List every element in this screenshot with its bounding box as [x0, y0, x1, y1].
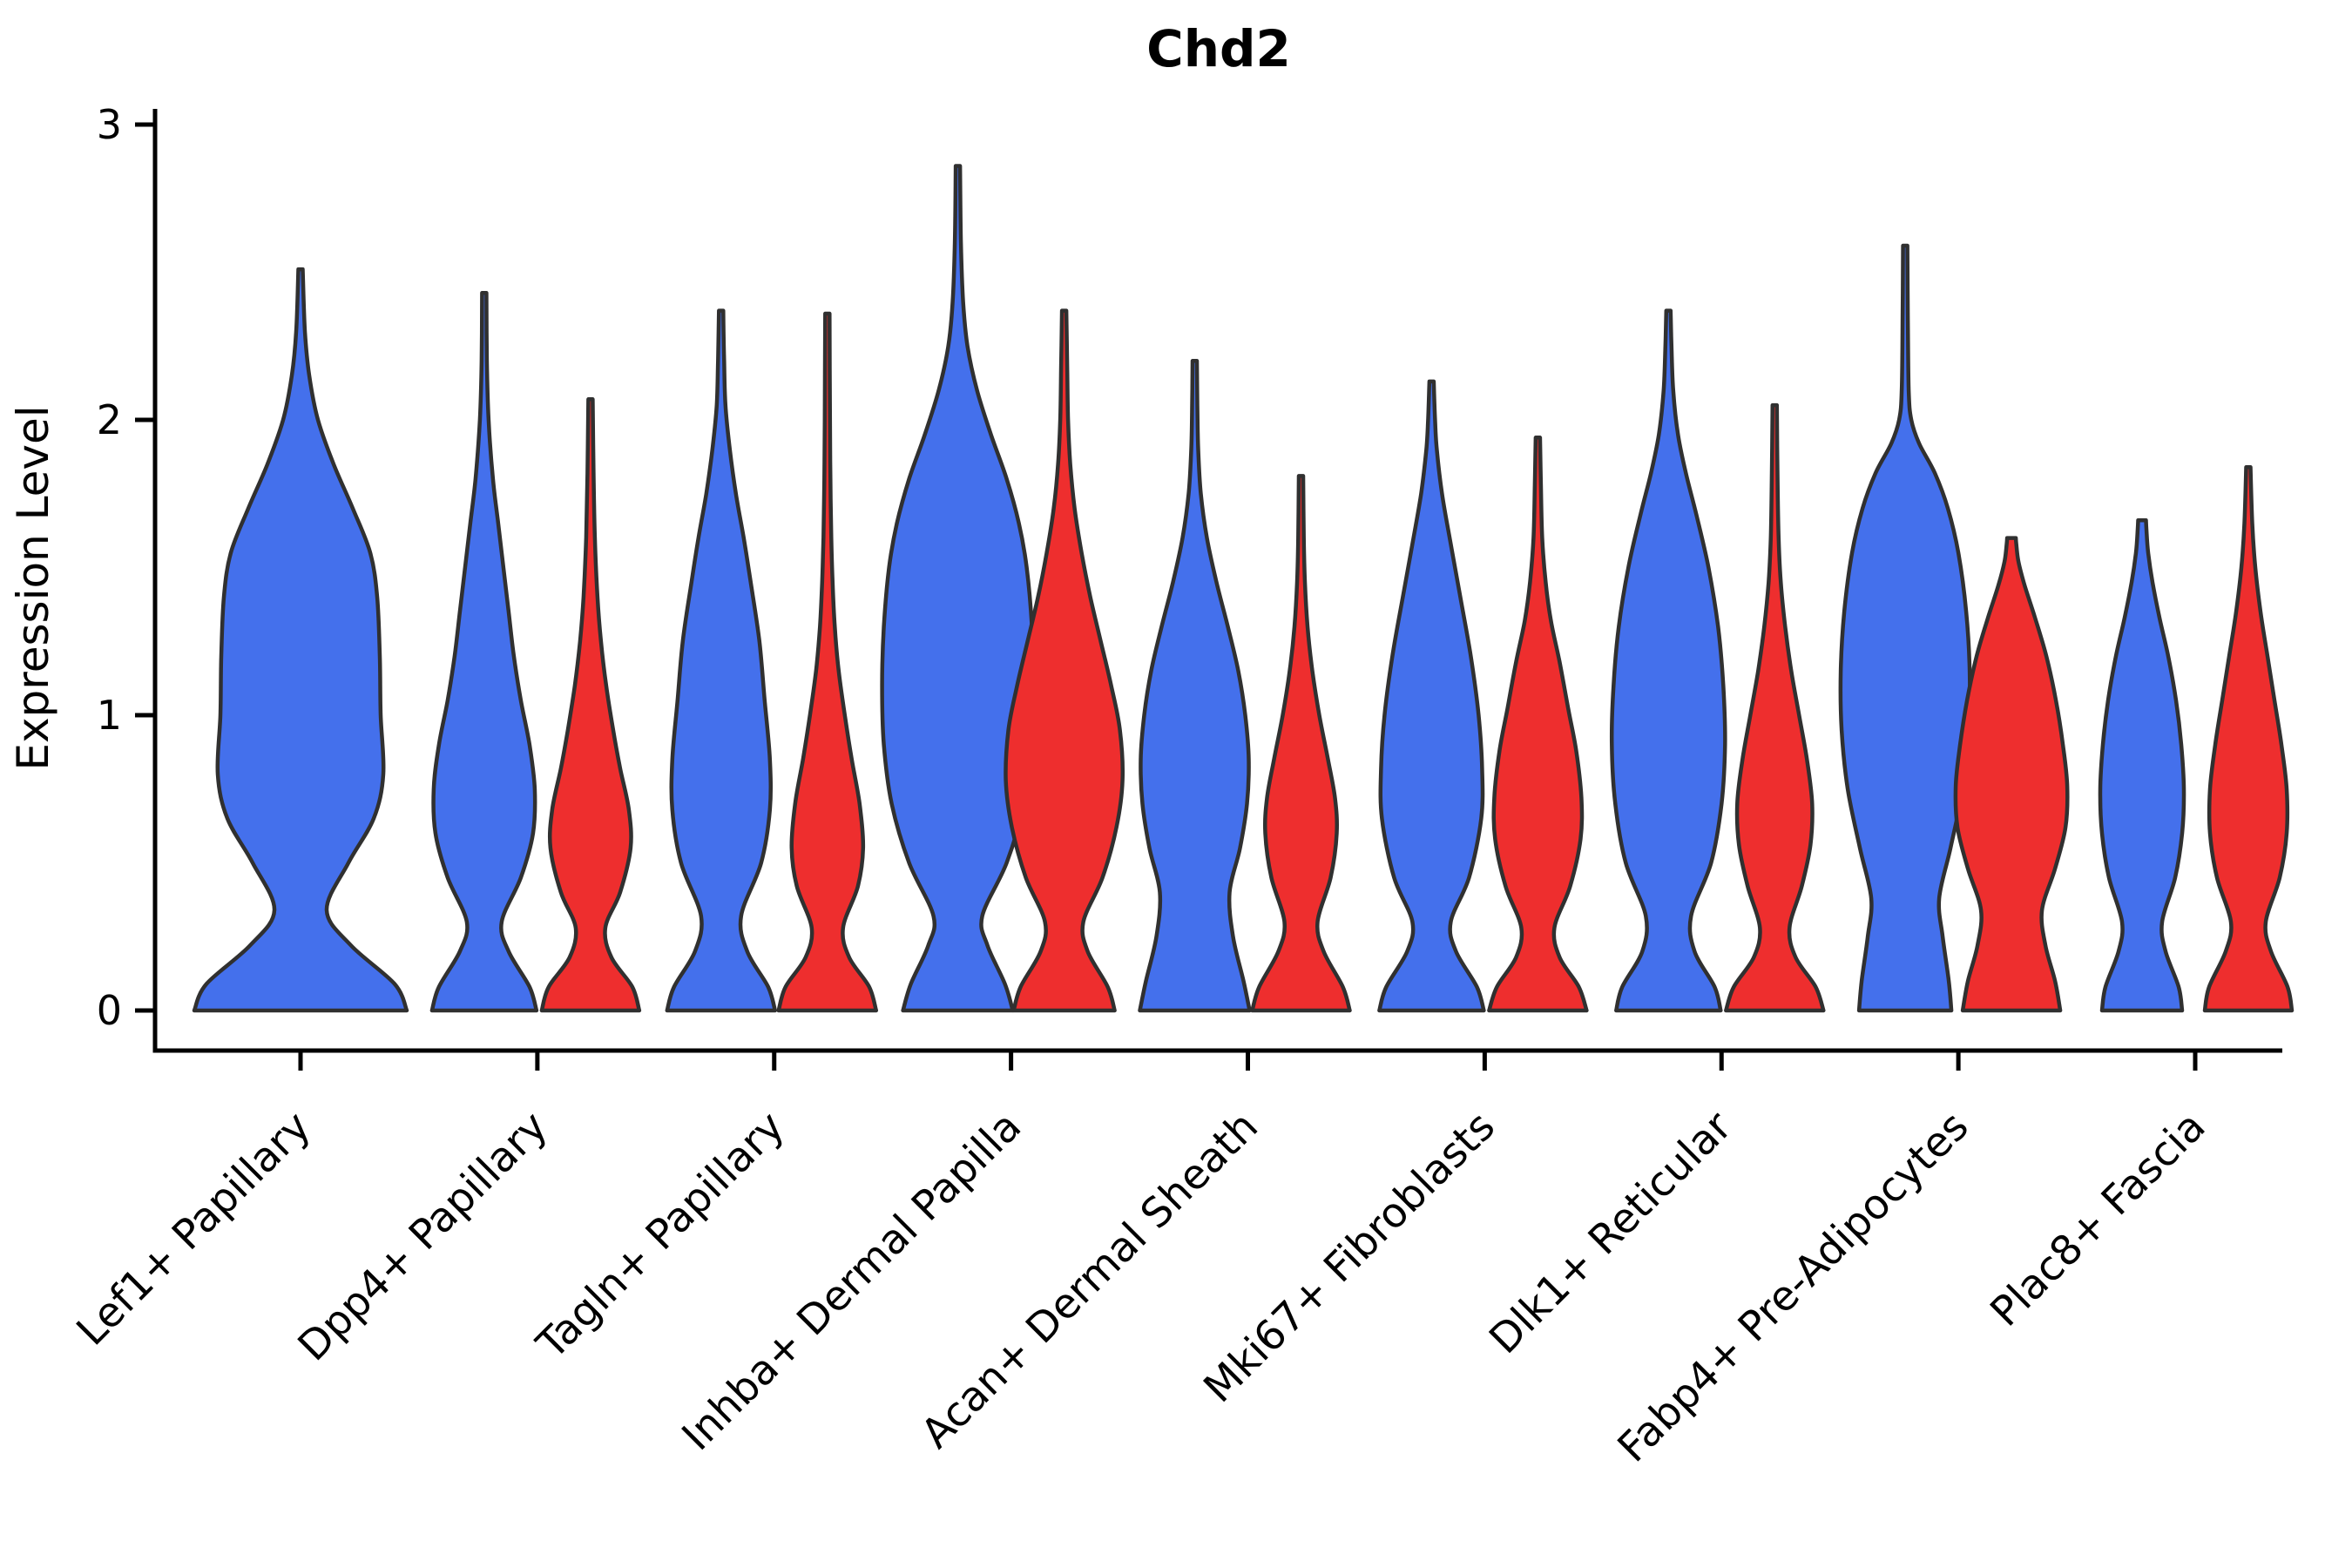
- violin-dpp4-papillary-blue: [429, 290, 539, 1013]
- y-tick-labels: 0 1 2 3: [97, 101, 122, 1034]
- y-tick-label-2: 2: [97, 396, 122, 443]
- violin-fabp4-pre-adipocytes-red: [1953, 536, 2070, 1013]
- y-axis-label: Expression Level: [8, 405, 58, 770]
- y-tick-label-0: 0: [97, 987, 122, 1034]
- y-tick-label-3: 3: [97, 101, 122, 148]
- violin-plac8-fascia-blue: [2098, 518, 2186, 1013]
- axes: [135, 109, 2282, 1071]
- violin-tagln-papillary-blue: [665, 308, 778, 1013]
- violin-fabp4-pre-adipocytes-blue: [1838, 243, 1972, 1013]
- violin-inhba-dermal-papilla-blue: [880, 164, 1036, 1013]
- y-tick-label-1: 1: [97, 692, 122, 739]
- x-tick-label-dlk1-reticular: Dlk1+ Reticular: [1480, 1102, 1741, 1363]
- violin-mki67-fibroblasts-blue: [1377, 379, 1486, 1013]
- x-tick-label-plac8-fascia: Plac8+ Fascia: [1982, 1103, 2215, 1336]
- x-tick-label-dpp4-papillary: Dpp4+ Papillary: [289, 1103, 558, 1371]
- violin-plac8-fascia-red: [2202, 464, 2295, 1013]
- violin-lef1-papillary-blue: [192, 267, 409, 1013]
- chart-title: Chd2: [1146, 19, 1291, 78]
- violin-dpp4-papillary-red: [539, 397, 642, 1013]
- violin-dlk1-reticular-red: [1724, 402, 1826, 1013]
- violin-acan-dermal-sheath-blue: [1138, 358, 1252, 1013]
- violin-mki67-fibroblasts-red: [1487, 436, 1589, 1013]
- violin-dlk1-reticular-blue: [1609, 308, 1727, 1013]
- violin-acan-dermal-sheath-red: [1250, 474, 1352, 1013]
- x-tick-label-tagln-papillary: Tagln+ Papillary: [527, 1103, 794, 1369]
- violin-tagln-papillary-red: [776, 311, 879, 1013]
- axis-spines: [152, 109, 2282, 1053]
- violins-layer: [192, 164, 2295, 1013]
- violin-inhba-dermal-papilla-red: [1004, 308, 1125, 1013]
- x-tick-label-lef1-papillary: Lef1+ Papillary: [68, 1103, 321, 1355]
